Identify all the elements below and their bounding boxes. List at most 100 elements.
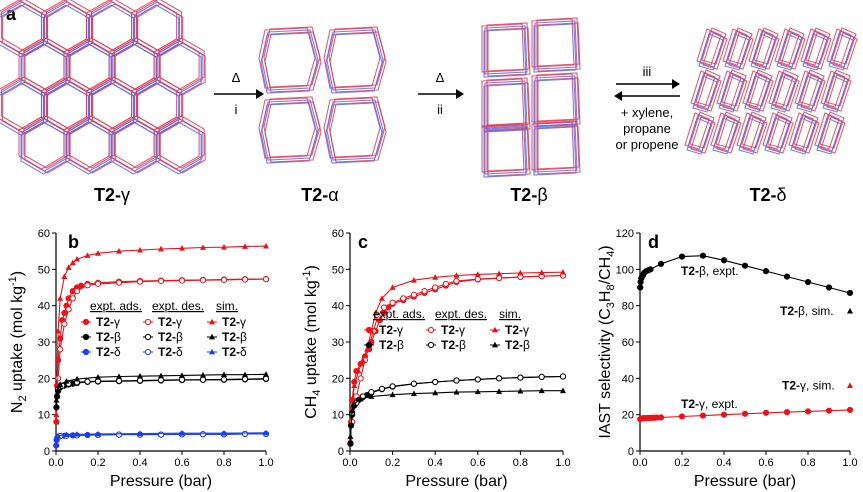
data-point	[116, 247, 122, 254]
data-point	[442, 280, 449, 287]
crystal-beta-strand-1-3	[533, 23, 577, 73]
crystal-delta-strand-11-0	[820, 70, 846, 108]
data-point	[364, 346, 371, 352]
legend-label: T2-β	[379, 338, 404, 352]
data-point	[347, 433, 354, 439]
data-point	[359, 356, 366, 363]
legend-label: T2-δ	[222, 345, 247, 359]
annotation-label: T2-γ, expt.	[681, 397, 738, 411]
crystal-delta-strand-17-3	[816, 117, 842, 155]
x-tick-label: 0.8	[800, 457, 815, 469]
legend-marker	[427, 326, 435, 334]
x-tick-label: 0.2	[385, 457, 400, 469]
data-point	[241, 276, 249, 283]
series-3	[847, 382, 853, 388]
crystal-beta-strand-5-4	[536, 120, 580, 170]
series-5	[347, 387, 566, 439]
data-point	[846, 289, 854, 297]
arrow-ii: Δ ii	[418, 70, 464, 117]
crystal-delta-strand-10-3	[796, 75, 822, 113]
crystal-alpha-strand-0-0	[258, 27, 316, 89]
crystal-delta-strand-14-0	[736, 112, 762, 150]
legend-label: T2-δ	[158, 345, 183, 359]
data-point	[699, 252, 707, 259]
crystal-alpha-strand-0-3	[260, 32, 318, 94]
data-point	[179, 429, 185, 436]
legend-label: T2-γ	[505, 323, 529, 337]
crystal-beta-strand-5-0	[531, 121, 575, 171]
legend-marker	[492, 326, 498, 333]
y-tick-label: 50	[38, 264, 50, 276]
data-point	[200, 371, 206, 378]
crystal-delta-strand-15-2	[768, 116, 794, 154]
crystal-delta-strand-5-4	[831, 27, 857, 65]
crystal-beta-strand-1-2	[537, 22, 581, 72]
data-point	[783, 273, 791, 280]
series-2	[637, 406, 854, 423]
crystal-delta-strand-17-0	[814, 112, 840, 150]
x-tick-label: 0.4	[716, 457, 731, 469]
data-point	[94, 280, 102, 287]
series-1	[847, 307, 853, 314]
legend-label: T2-β	[96, 330, 121, 344]
data-point	[560, 269, 566, 275]
x-tick-label: 0.0	[48, 457, 63, 469]
crystal-beta-strand-5-1	[534, 123, 578, 173]
data-point	[69, 295, 76, 302]
crystal-delta-strand-3-0	[774, 28, 800, 66]
data-point	[496, 375, 503, 382]
data-point	[95, 250, 101, 256]
crystal-delta-strand-4-4	[805, 27, 831, 65]
x-tick-label: 0.8	[216, 457, 231, 469]
data-point	[158, 372, 164, 379]
legend-header: sim.	[216, 299, 238, 313]
crystal-delta-strand-0-0	[696, 28, 722, 66]
chart-panel-d: d 0 20 40 60 80 100 120 0.0 0.2 0.4 0.6 0.8 1.0 Pressu…	[597, 228, 858, 490]
data-point	[783, 409, 791, 416]
data-point	[720, 257, 728, 264]
data-point	[55, 327, 62, 334]
crystal-delta-strand-5-0	[826, 28, 852, 66]
data-point	[389, 299, 396, 306]
crystal-beta-strand-5-3	[533, 126, 577, 176]
crystal-delta-strand-17-2	[820, 116, 846, 154]
legend-marker	[82, 333, 90, 341]
crystal-delta-strand-12-3	[686, 117, 712, 155]
crystal-delta-strand-11-4	[825, 69, 851, 107]
crystal-delta-strand-3-4	[779, 27, 805, 65]
crystal-delta-strand-15-3	[764, 117, 790, 155]
arrow-iii-top: iii	[643, 64, 652, 79]
data-point	[74, 431, 80, 437]
data-point	[63, 378, 70, 384]
data-point	[432, 284, 439, 291]
data-point	[178, 376, 186, 383]
data-point	[157, 377, 165, 384]
legend-marker	[144, 348, 152, 356]
x-tick-label: 1.0	[555, 457, 570, 469]
data-point	[69, 259, 76, 266]
x-axis-title: Pressure (bar)	[405, 473, 507, 490]
data-point	[199, 376, 207, 383]
crystal-delta-strand-12-0	[684, 112, 710, 150]
crystal-delta-strand-8-3	[744, 75, 770, 113]
series-3	[347, 373, 567, 447]
crystal-beta-strand-3-4	[536, 72, 580, 122]
data-point	[179, 245, 185, 251]
crystal-beta-strand-3-1	[534, 75, 578, 125]
series-line	[349, 390, 563, 437]
legend-marker	[365, 341, 373, 349]
crystal-delta-strand-3-2	[780, 32, 806, 70]
arrow-i-bottom: i	[235, 102, 238, 117]
data-point	[57, 346, 64, 353]
data-point	[199, 431, 207, 438]
data-point	[825, 284, 833, 291]
x-tick-label: 0.2	[674, 457, 689, 469]
data-point	[178, 277, 186, 284]
data-point	[137, 372, 143, 379]
data-point	[158, 245, 164, 252]
y-tick-label: 20	[332, 373, 344, 385]
crystal-beta-strand-2-1	[484, 80, 528, 130]
arrow-iii-reversible: iii + xylene, propane or propene	[614, 64, 680, 152]
crystal-delta-strand-6-3	[692, 75, 718, 113]
legend-header: expt. des.	[152, 299, 204, 313]
